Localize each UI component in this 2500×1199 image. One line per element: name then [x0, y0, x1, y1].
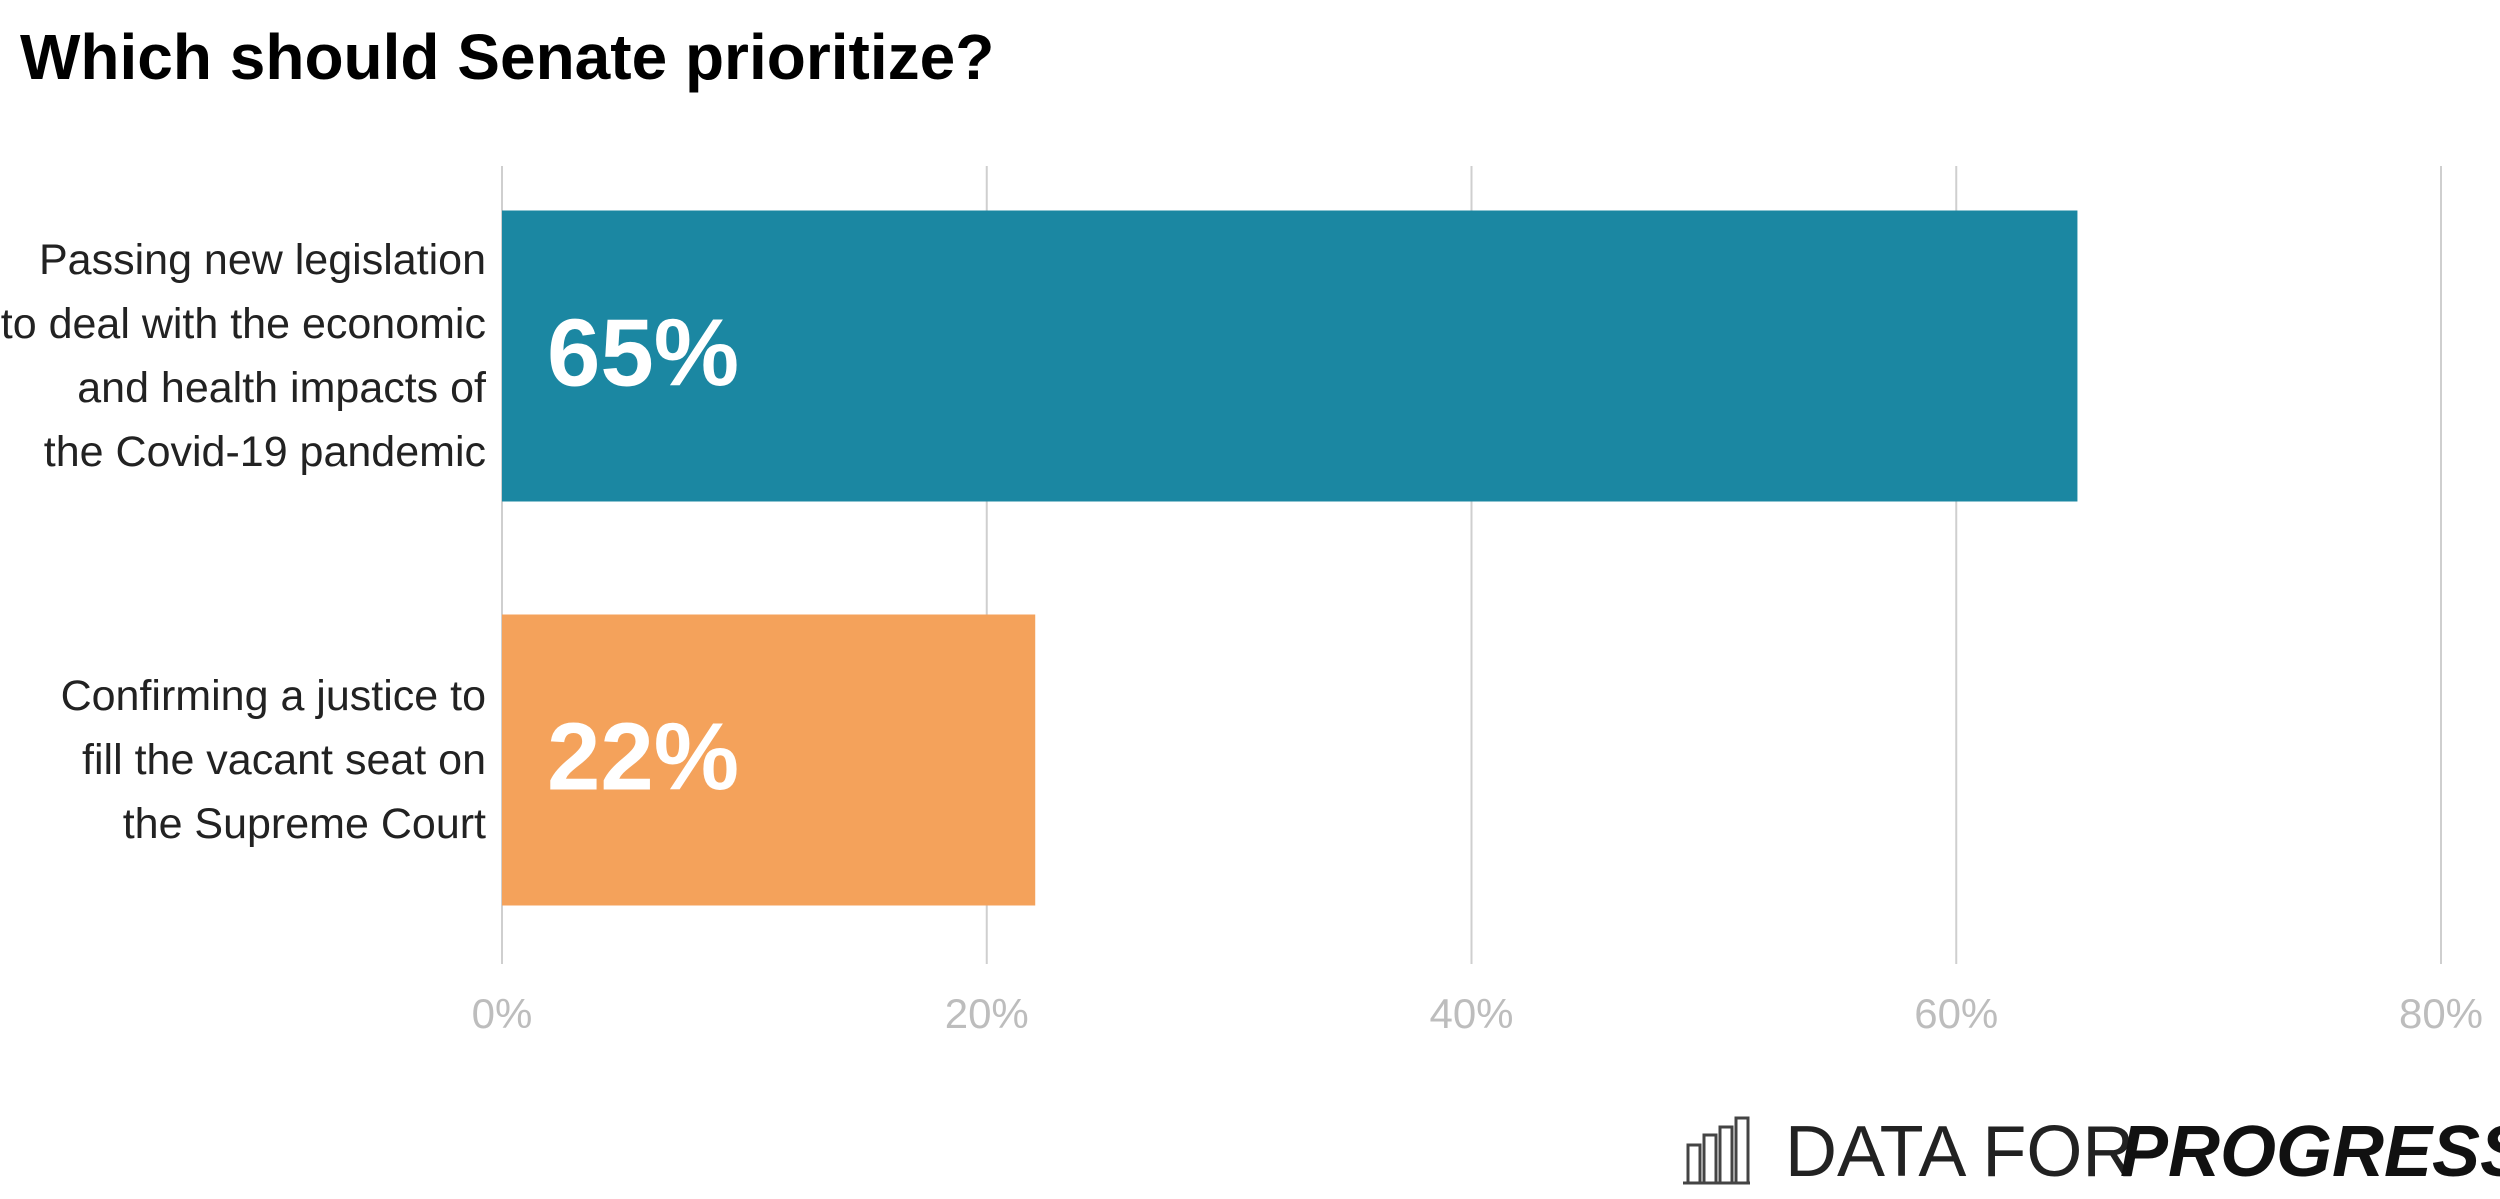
bar: [502, 614, 1036, 906]
logo-text-bold: PROGRESS: [2120, 1112, 2500, 1192]
chart-title: Which should Senate prioritize?: [20, 21, 994, 93]
category-label: Passing new legislation to deal with the…: [0, 236, 486, 476]
category-label: Confirming a justice to fill the vacant …: [60, 672, 486, 848]
x-tick-label: 80%: [2399, 990, 2483, 1037]
logo-text-light: DATA FOR: [1785, 1112, 2134, 1192]
logo: DATA FOR PROGRESS: [1683, 1112, 2500, 1192]
x-tick-label: 60%: [1914, 990, 1998, 1037]
x-tick-label: 40%: [1429, 990, 1513, 1037]
x-tick-label: 20%: [945, 990, 1029, 1037]
bar: [502, 210, 2078, 502]
x-tick-label: 0%: [472, 990, 533, 1037]
value-label: 22%: [547, 703, 739, 810]
value-label: 65%: [547, 299, 739, 406]
logo-icon: [1683, 1116, 1750, 1185]
